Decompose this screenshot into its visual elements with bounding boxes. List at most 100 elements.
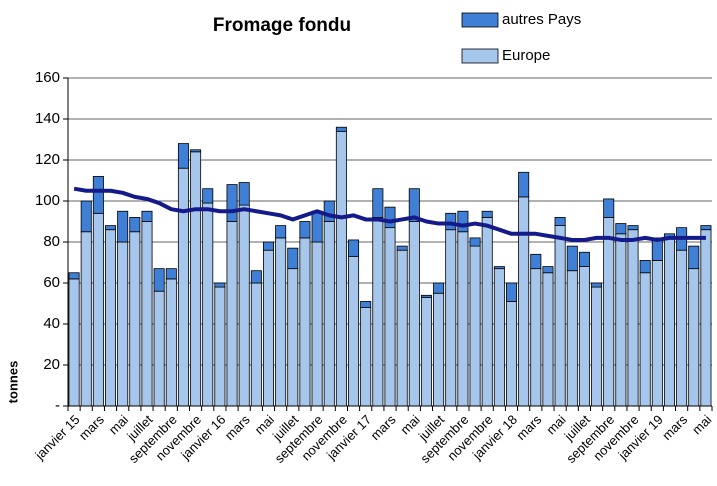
bar xyxy=(493,266,505,270)
bar xyxy=(68,278,80,407)
bar xyxy=(226,221,238,407)
bar xyxy=(445,212,457,231)
legend-label: autres Pays xyxy=(502,11,581,28)
bar xyxy=(639,272,651,407)
x-tick-label: mai xyxy=(689,412,714,437)
bar xyxy=(615,223,627,235)
bar xyxy=(408,188,420,222)
bar xyxy=(177,167,189,407)
bar xyxy=(554,216,566,226)
bar xyxy=(445,229,457,407)
bar xyxy=(372,216,384,407)
bar xyxy=(566,245,578,272)
bar xyxy=(250,270,262,284)
x-tick-label: janvier 15 xyxy=(31,412,82,463)
bar xyxy=(335,126,347,132)
bar xyxy=(688,268,700,407)
x-tick-label: mars xyxy=(368,412,399,443)
bar xyxy=(275,225,287,239)
x-tick-label: mars xyxy=(513,412,544,443)
bar xyxy=(92,175,104,214)
bar xyxy=(141,210,153,222)
bar xyxy=(481,216,493,407)
bar xyxy=(153,268,165,292)
y-tick-label: - xyxy=(55,397,60,414)
bar xyxy=(481,210,493,218)
bar xyxy=(566,270,578,407)
x-tick-label: mars xyxy=(222,412,253,443)
legend-swatch xyxy=(461,12,499,28)
bar xyxy=(129,231,141,407)
bar xyxy=(420,296,432,407)
bar xyxy=(177,143,189,169)
bar xyxy=(68,272,80,280)
bar xyxy=(530,268,542,407)
bar xyxy=(688,245,700,270)
bar xyxy=(530,253,542,270)
bar xyxy=(518,171,530,198)
bar xyxy=(299,221,311,239)
bar xyxy=(250,282,262,407)
bar xyxy=(165,268,177,280)
bar xyxy=(348,255,360,407)
bar xyxy=(396,249,408,407)
bar xyxy=(433,282,445,294)
bar xyxy=(323,221,335,407)
bar xyxy=(92,212,104,407)
y-axis-label: tonnes xyxy=(5,361,20,404)
bar xyxy=(153,290,165,407)
bar xyxy=(348,239,360,257)
x-tick-label: mars xyxy=(659,412,690,443)
bar xyxy=(408,221,420,407)
y-tick-label: 100 xyxy=(35,192,60,209)
y-tick-label: 140 xyxy=(35,110,60,127)
bar xyxy=(591,286,603,407)
bar xyxy=(311,210,323,243)
bar xyxy=(226,184,238,222)
bar xyxy=(663,237,675,407)
bar xyxy=(335,130,347,407)
bar xyxy=(202,202,214,407)
bar xyxy=(262,249,274,407)
bar xyxy=(105,229,117,407)
bar xyxy=(190,151,202,407)
bar xyxy=(469,245,481,407)
bar xyxy=(384,206,396,229)
bar xyxy=(262,241,274,251)
bar xyxy=(700,225,712,231)
y-tick-label: 40 xyxy=(43,315,60,332)
bar xyxy=(457,231,469,407)
bar xyxy=(433,292,445,407)
chart-title: Fromage fondu xyxy=(213,15,351,36)
bar xyxy=(238,204,250,407)
bar xyxy=(506,282,518,302)
x-tick-label: mars xyxy=(76,412,107,443)
bar xyxy=(615,233,627,407)
bar xyxy=(651,260,663,407)
bar xyxy=(506,301,518,407)
legend-label: Europe xyxy=(502,47,550,64)
bar xyxy=(578,266,590,407)
bar xyxy=(627,229,639,407)
bar xyxy=(323,200,335,222)
bar xyxy=(214,282,226,288)
bar xyxy=(141,221,153,407)
bar xyxy=(287,268,299,407)
bar xyxy=(554,225,566,407)
bar xyxy=(80,231,92,407)
legend-swatch xyxy=(461,48,499,64)
bar xyxy=(603,198,615,218)
bar xyxy=(542,272,554,407)
bar xyxy=(165,278,177,407)
bar xyxy=(542,266,554,274)
bar xyxy=(639,260,651,274)
bar xyxy=(627,225,639,231)
bar xyxy=(457,210,469,233)
bar xyxy=(190,149,202,153)
bar xyxy=(396,245,408,251)
bar xyxy=(202,188,214,204)
bar xyxy=(311,241,323,407)
bar xyxy=(700,229,712,407)
bar xyxy=(493,268,505,407)
bar xyxy=(603,216,615,407)
